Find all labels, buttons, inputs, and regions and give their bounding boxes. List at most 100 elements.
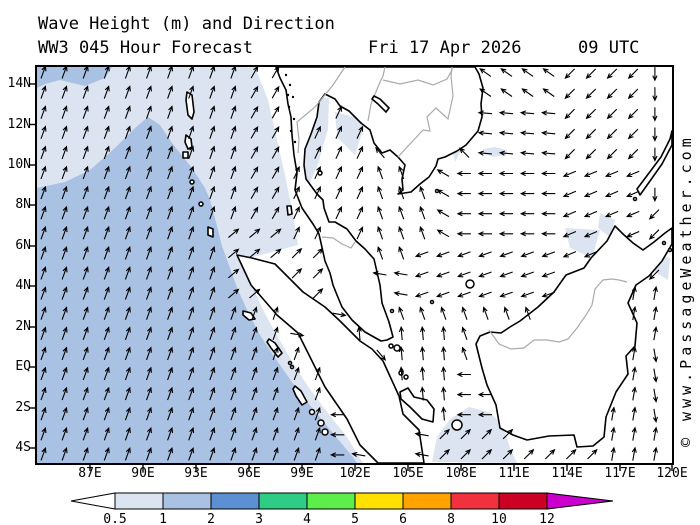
lon-axis-label: 114E xyxy=(551,466,583,481)
wave-direction-arrow xyxy=(188,346,195,361)
wave-direction-arrow xyxy=(314,226,321,240)
island-nicobar xyxy=(198,201,204,207)
wave-direction-arrow xyxy=(499,271,513,278)
wave-direction-arrow xyxy=(209,406,216,421)
wave-direction-arrow xyxy=(272,306,279,320)
wave-direction-arrow xyxy=(167,125,174,139)
lat-axis-label: 6N xyxy=(15,238,31,253)
landmass-great-nicobar xyxy=(207,226,214,238)
wave-direction-arrow xyxy=(314,446,321,461)
wave-direction-arrow xyxy=(145,306,152,320)
wave-direction-arrow xyxy=(456,231,471,237)
wave-direction-arrow xyxy=(167,145,174,160)
lon-axis-label: 108E xyxy=(445,466,477,481)
wave-direction-arrow xyxy=(652,127,658,142)
wave-direction-arrow xyxy=(356,226,364,240)
wave-direction-arrow xyxy=(564,108,575,120)
country-border-cambodia-vietnam xyxy=(397,66,454,158)
wave-direction-arrow xyxy=(293,206,300,220)
wave-direction-arrow xyxy=(124,205,131,220)
wave-direction-arrow xyxy=(209,366,216,381)
wave-direction-arrow xyxy=(610,446,616,461)
wave-direction-arrow xyxy=(209,105,216,119)
wave-direction-arrow xyxy=(124,326,131,340)
wave-direction-arrow xyxy=(498,150,514,156)
wave-direction-arrow xyxy=(230,85,237,99)
wave-direction-arrow xyxy=(230,406,237,421)
wave-direction-arrow xyxy=(272,406,279,421)
wave-direction-arrow xyxy=(230,145,237,160)
wave-direction-arrow xyxy=(604,210,619,218)
wave-direction-arrow xyxy=(103,306,110,320)
wave-direction-arrow xyxy=(541,110,556,116)
wave-direction-arrow xyxy=(167,326,174,340)
wave-direction-arrow xyxy=(228,268,240,279)
wave-direction-arrow xyxy=(652,87,658,102)
wave-direction-arrow xyxy=(249,228,261,239)
wave-direction-arrow xyxy=(499,291,513,298)
wave-direction-arrow xyxy=(631,446,637,461)
wave-direction-arrow xyxy=(542,88,555,97)
wave-direction-arrow xyxy=(188,366,195,381)
wave-direction-arrow xyxy=(167,446,174,461)
island-speck xyxy=(289,129,293,133)
wave-direction-arrow xyxy=(251,346,258,361)
wave-direction-arrow xyxy=(503,306,510,320)
wave-direction-arrow xyxy=(167,85,174,99)
wave-direction-arrow xyxy=(478,271,492,278)
wave-direction-arrow xyxy=(272,346,279,361)
wave-direction-arrow xyxy=(209,205,216,220)
wave-direction-arrow xyxy=(461,346,468,361)
colorbar-segment xyxy=(354,492,404,510)
lon-axis-label: 99E xyxy=(290,466,314,481)
wave-direction-arrow xyxy=(124,165,131,180)
wave-direction-arrow xyxy=(519,211,535,217)
wave-direction-arrow xyxy=(291,247,303,259)
wave-direction-arrow xyxy=(356,165,364,180)
wave-direction-arrow xyxy=(477,211,492,217)
wave-direction-arrow xyxy=(230,105,237,119)
wave-direction-arrow xyxy=(498,231,514,237)
wave-direction-arrow xyxy=(335,185,342,200)
wave-direction-arrow xyxy=(648,229,660,240)
lon-axis-label: 96E xyxy=(237,466,261,481)
wave-direction-arrow xyxy=(541,251,556,258)
wave-direction-arrow xyxy=(40,366,47,381)
wave-direction-arrow xyxy=(82,386,89,401)
wave-direction-arrow xyxy=(188,225,195,240)
wave-direction-arrow xyxy=(61,306,68,320)
wave-direction-arrow xyxy=(519,191,535,197)
island-speck xyxy=(286,93,290,97)
wave-direction-arrow xyxy=(398,185,405,200)
wave-direction-arrow xyxy=(481,428,493,440)
wave-direction-arrow xyxy=(271,85,280,99)
wave-direction-arrow xyxy=(145,446,152,461)
wave-direction-arrow xyxy=(419,225,426,240)
wave-direction-arrow xyxy=(61,145,68,160)
wave-direction-arrow xyxy=(82,326,89,340)
landmass-siberut xyxy=(292,385,308,406)
wave-direction-arrow xyxy=(61,286,68,300)
wave-direction-arrow xyxy=(61,65,68,79)
wave-direction-arrow xyxy=(627,88,639,100)
lat-axis-label: EQ xyxy=(15,359,31,374)
lon-axis-label: 117E xyxy=(604,466,636,481)
lat-axis-label: 2S xyxy=(15,400,31,415)
wave-direction-arrow xyxy=(209,65,216,79)
copyright-watermark: © www.PassageWeather.com xyxy=(677,134,695,447)
wave-direction-arrow xyxy=(167,225,174,240)
wave-direction-arrow xyxy=(251,446,258,461)
wave-direction-arrow xyxy=(312,267,324,279)
wave-height-colorbar: 0.5 1 2 3 4 5 6 8 10 12 xyxy=(70,492,614,525)
lon-axis-label: 111E xyxy=(498,466,530,481)
wave-direction-arrow xyxy=(652,67,658,82)
wave-height-shading-topleft-1-2m xyxy=(37,67,112,88)
wave-direction-arrow xyxy=(188,386,195,401)
wave-direction-arrow xyxy=(627,108,639,120)
wave-direction-arrow xyxy=(103,366,110,381)
wave-direction-arrow xyxy=(562,190,577,198)
colorbar-value-label: 12 xyxy=(539,512,555,525)
wave-direction-arrow xyxy=(167,245,174,260)
wave-direction-arrow xyxy=(124,145,131,160)
wave-direction-arrow xyxy=(188,446,195,461)
